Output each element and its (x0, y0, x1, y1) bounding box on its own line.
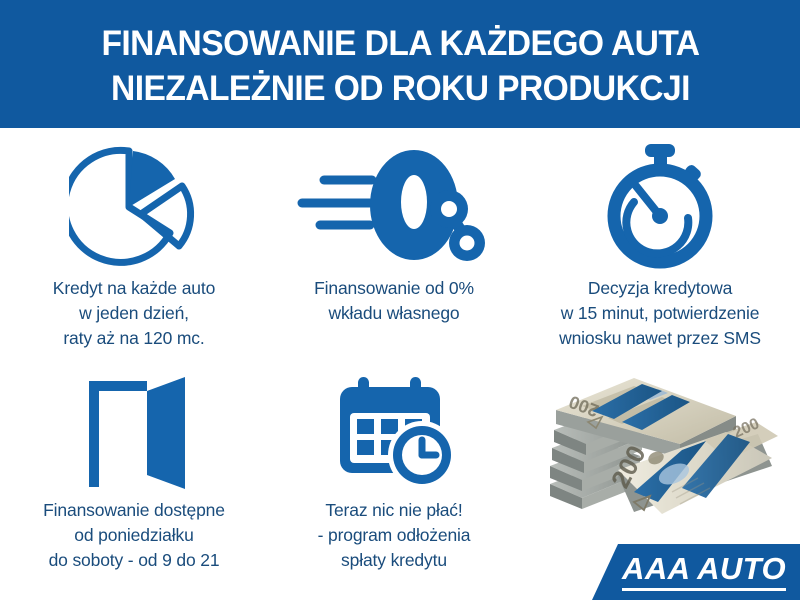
feature-opening-hours: Finansowanie dostępne od poniedziałku do… (0, 360, 268, 600)
feature-credit-every-car: Kredyt na każde auto w jeden dzień, raty… (0, 128, 268, 360)
header-banner: FINANSOWANIE DLA KAŻDEGO AUTA NIEZALEŻNI… (0, 0, 800, 128)
feature-zero-percent: Finansowanie od 0% wkładu własnego (268, 128, 520, 360)
zero-percent-icon (296, 142, 492, 270)
feature-caption: Finansowanie od 0% wkładu własnego (314, 278, 474, 323)
logo-text: AAA AUTO (622, 550, 786, 586)
feature-caption: Teraz nic nie płać! - program odłożenia … (317, 500, 471, 570)
feature-deferred-payment: Teraz nic nie płać! - program odłożenia … (268, 360, 520, 600)
feature-fast-decision: Decyzja kredytowa w 15 minut, potwierdze… (520, 128, 800, 360)
headline-line-2: NIEZALEŻNIE OD ROKU PRODUKCJI (110, 69, 690, 108)
feature-caption: Finansowanie dostępne od poniedziałku do… (43, 500, 225, 570)
logo-underline (622, 587, 786, 591)
headline-line-1: FINANSOWANIE DLA KAŻDEGO AUTA (100, 24, 700, 63)
feature-grid: Kredyt na każde auto w jeden dzień, raty… (0, 128, 800, 600)
aaa-auto-logo[interactable]: AAA AUTO (592, 544, 800, 600)
banknote-stack-illustration: 200 (550, 378, 778, 514)
feature-caption: Kredyt na każde auto w jeden dzień, raty… (52, 278, 216, 348)
banknote-stack-image: 200 (520, 360, 800, 600)
feature-caption: Decyzja kredytowa w 15 minut, potwierdze… (559, 278, 761, 348)
pie-chart-icon (69, 142, 199, 270)
open-door-icon (73, 374, 195, 492)
stopwatch-icon (594, 142, 726, 270)
calendar-clock-icon (330, 374, 458, 492)
